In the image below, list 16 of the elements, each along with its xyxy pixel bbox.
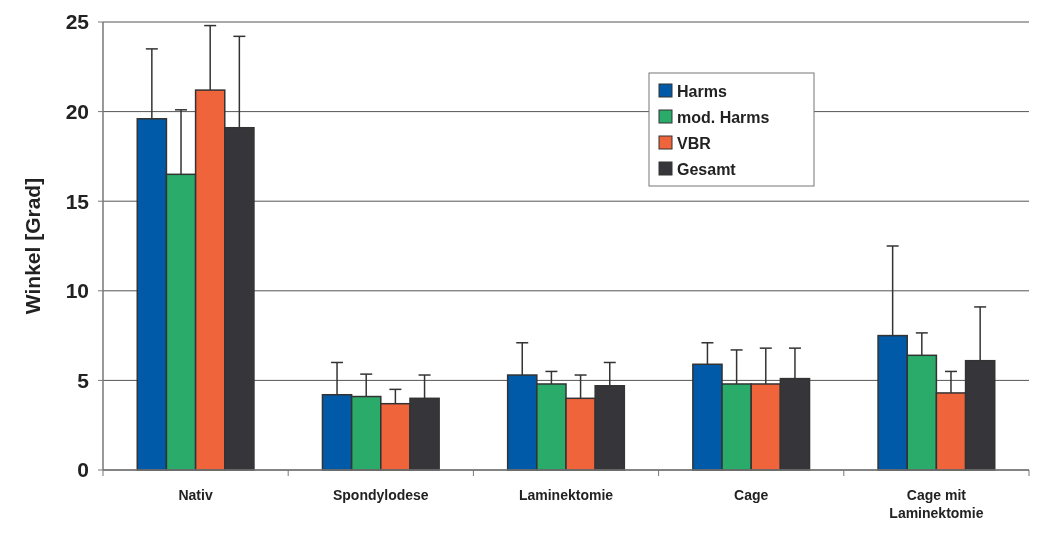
y-tick-label: 15 xyxy=(65,189,90,213)
y-tick-label: 0 xyxy=(77,458,89,482)
y-tick-label: 10 xyxy=(65,279,89,303)
legend-label: mod. Harms xyxy=(677,108,770,126)
x-tick-label: Nativ xyxy=(178,487,213,503)
legend-label: VBR xyxy=(677,134,712,152)
legend-label: Gesamt xyxy=(677,160,737,178)
x-tick-label: Cage mit Laminektomie xyxy=(889,487,984,521)
y-tick-label: 5 xyxy=(77,368,90,392)
x-tick-label: Spondylodese xyxy=(332,487,429,503)
y-tick-label: 25 xyxy=(65,10,90,34)
y-tick-label: 20 xyxy=(65,99,89,123)
x-tick-label: Laminektomie xyxy=(518,487,614,503)
y-axis-title: Winkel [Grad] xyxy=(21,177,44,315)
x-tick-label: Cage xyxy=(734,487,769,503)
legend-label: Harms xyxy=(677,82,727,100)
